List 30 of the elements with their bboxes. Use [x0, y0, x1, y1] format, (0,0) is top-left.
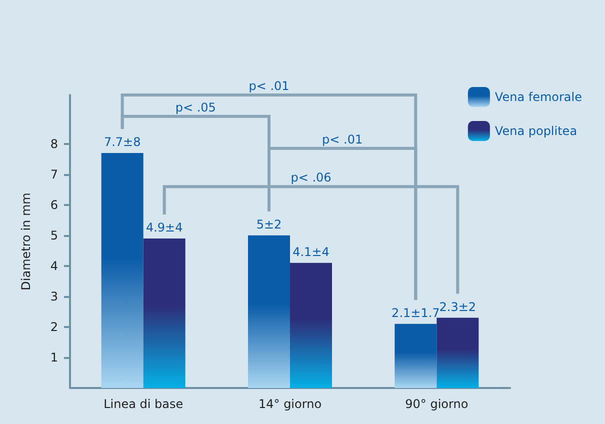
bar — [290, 262, 332, 388]
text: p< .01 — [248, 79, 290, 93]
y-tick-label: 8 — [50, 136, 58, 151]
y-tick-label: 3 — [50, 289, 58, 304]
annotation: p< .05 — [175, 100, 216, 114]
x-tick-label: 90° giorno — [405, 397, 468, 411]
legend-label: Vena femorale — [494, 90, 582, 104]
annotation: p< .06 — [290, 170, 332, 185]
bar — [248, 235, 290, 388]
y-tick-label: 2 — [50, 320, 58, 334]
y-tick-label: 1 — [50, 350, 58, 364]
legend-label: Vena poplitea — [494, 124, 578, 138]
y-tick-label: 4 — [50, 258, 58, 273]
y-axis-title: Diametro in mm — [19, 192, 33, 290]
y-tick-label: 7 — [50, 167, 58, 182]
bar — [143, 238, 186, 388]
bar — [436, 318, 479, 388]
x-tick-label: Linea di base — [104, 397, 184, 411]
data-label: 7.7±8 — [104, 134, 141, 149]
data-label: 5±2 — [256, 217, 282, 232]
data-label: 4.1±4 — [292, 244, 330, 259]
data-label: 2.1±1.7 — [392, 306, 440, 320]
data-label: 2.3±2 — [439, 300, 476, 314]
bar — [101, 152, 144, 388]
y-tick-label: 5 — [50, 228, 58, 242]
data-label: 4.9±4 — [146, 220, 183, 234]
annotation: p< .01 — [322, 132, 363, 146]
x-tick-label: 14° giorno — [258, 397, 322, 411]
bar — [394, 324, 437, 388]
y-tick-label: 6 — [50, 198, 58, 212]
